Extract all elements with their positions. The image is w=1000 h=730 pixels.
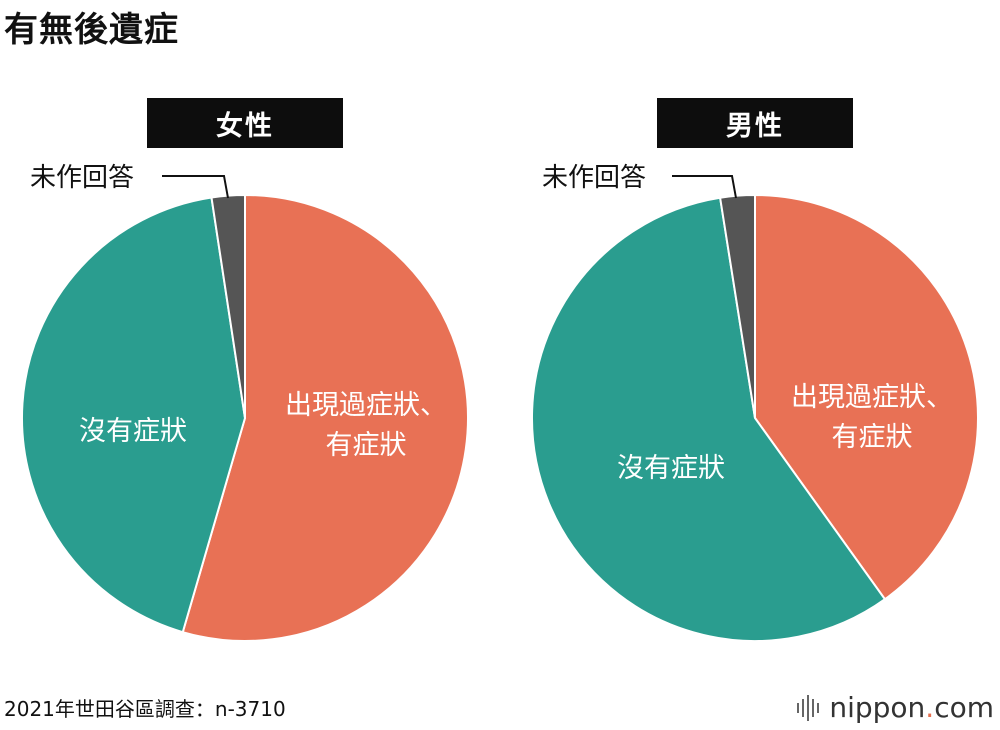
male-na-label: 未作回答 xyxy=(542,163,647,193)
female-symptom-label: 出現過症狀、 有症狀 xyxy=(268,386,464,466)
leader-line-male-na xyxy=(672,175,737,199)
pie-slice-male-1 xyxy=(531,196,887,642)
male-symptom-label-line2: 有症狀 xyxy=(831,422,913,453)
pie-female xyxy=(21,193,469,642)
male-symptom-label-line1: 出現過症狀、 xyxy=(791,382,953,413)
pie-slice-female-0 xyxy=(181,193,469,642)
male-none-label: 沒有症狀 xyxy=(596,449,746,489)
leader-line-female-na xyxy=(162,175,229,199)
brand-logo: nippon.com xyxy=(797,691,994,724)
female-na-label: 未作回答 xyxy=(30,163,135,193)
female-none-label: 沒有症狀 xyxy=(58,412,208,452)
male-symptom-label: 出現過症狀、 有症狀 xyxy=(774,378,970,458)
male-none-label-text: 沒有症狀 xyxy=(617,453,725,484)
female-none-label-text: 沒有症狀 xyxy=(79,416,187,447)
male-panel-title: 男性 xyxy=(657,98,853,148)
pie-slice-male-0 xyxy=(754,193,979,601)
page-title: 有無後遺症 xyxy=(4,10,179,50)
brand-text: nippon.com xyxy=(829,691,994,724)
female-panel-title: 女性 xyxy=(147,98,343,148)
source-note: 2021年世田谷區調查：n-3710 xyxy=(4,697,286,721)
female-symptom-label-line1: 出現過症狀、 xyxy=(285,390,447,421)
pie-male xyxy=(531,193,979,642)
brand-bars-icon xyxy=(797,694,820,721)
pie-slice-male-2 xyxy=(718,193,756,419)
female-symptom-label-line2: 有症狀 xyxy=(325,430,407,461)
pie-slice-female-1 xyxy=(21,196,247,634)
